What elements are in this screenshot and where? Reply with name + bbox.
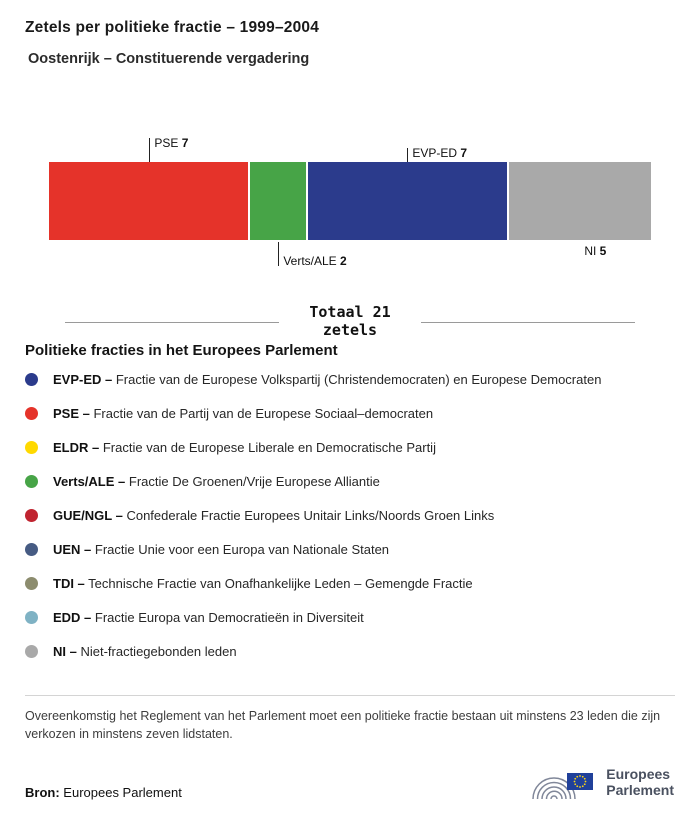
eu-flag-icon <box>567 773 594 790</box>
legend-color-dot-ni <box>25 644 38 658</box>
source-label: Bron: <box>25 785 60 800</box>
bar-segment-ni <box>509 162 652 240</box>
legend-item-label: Verts/ALE – Fractie De Groenen/Vrije Eur… <box>53 473 380 489</box>
footer-divider <box>25 695 675 696</box>
callout-tick-verts-ale <box>278 242 280 266</box>
legend-list: EVP-ED – Fractie van de Europese Volkspa… <box>25 371 601 677</box>
legend-item-uen: UEN – Fractie Unie voor een Europa van N… <box>25 541 601 557</box>
legend-item-label: TDI – Technische Fractie van Onafhankeli… <box>53 575 473 591</box>
legend-item-label: PSE – Fractie van de Partij van de Europ… <box>53 405 434 421</box>
total-divider-left <box>65 322 280 323</box>
legend-color-dot-evp-ed <box>25 372 38 386</box>
legend-item-label: NI – Niet-fractiegebonden leden <box>53 643 237 659</box>
legend-heading: Politieke fracties in het Europees Parle… <box>25 342 338 359</box>
callout-verts-ale: Verts/ALE 2 <box>278 242 347 268</box>
ep-logo: Europees Parlement <box>531 761 674 803</box>
bar-segment-evp-ed <box>308 162 508 240</box>
callout-pse: PSE 7 <box>149 136 188 162</box>
callout-label-evp-ed: EVP-ED 7 <box>412 146 468 160</box>
callout-ni: NI 5 <box>579 242 606 258</box>
total-divider-right <box>420 322 635 323</box>
logo-wordmark-line1: Europees <box>606 766 671 782</box>
total-seats-line2: zetels <box>322 321 378 339</box>
legend-item-tdi: TDI – Technische Fractie van Onafhankeli… <box>25 575 601 591</box>
legend-item-eldr: ELDR – Fractie van de Europese Liberale … <box>25 439 601 455</box>
legend-color-dot-verts-ale <box>25 474 38 488</box>
legend-item-label: UEN – Fractie Unie voor een Europa van N… <box>53 541 390 557</box>
total-seats-row: Totaal 21 zetels <box>65 303 635 339</box>
callout-tick-evp-ed <box>407 148 409 162</box>
footnote: Overeenkomstig het Reglement van het Par… <box>25 709 661 741</box>
legend-color-dot-gue-ngl <box>25 508 38 522</box>
ep-hemicycle-icon <box>532 773 594 800</box>
page-subtitle: Oostenrijk – Constituerende vergadering <box>28 51 310 67</box>
logo-wordmark-line2: Parlement <box>606 782 674 798</box>
callout-evp-ed: EVP-ED 7 <box>407 146 467 162</box>
callout-tick-pse <box>149 138 151 162</box>
legend-item-ni: NI – Niet-fractiegebonden leden <box>25 643 601 659</box>
legend-item-pse: PSE – Fractie van de Partij van de Europ… <box>25 405 601 421</box>
legend-item-gue-ngl: GUE/NGL – Confederale Fractie Europees U… <box>25 507 601 523</box>
legend-item-label: EVP-ED – Fractie van de Europese Volkspa… <box>53 371 602 387</box>
total-seats-line1: Totaal 21 <box>309 303 391 321</box>
source-value: Europees Parlement <box>63 785 182 800</box>
legend-color-dot-pse <box>25 406 38 420</box>
legend-color-dot-eldr <box>25 440 38 454</box>
legend-item-label: ELDR – Fractie van de Europese Liberale … <box>53 439 436 455</box>
legend-item-verts-ale: Verts/ALE – Fractie De Groenen/Vrije Eur… <box>25 473 601 489</box>
page-title: Zetels per politieke fractie – 1999–2004 <box>25 19 320 36</box>
legend-item-label: GUE/NGL – Confederale Fractie Europees U… <box>53 507 495 523</box>
legend-item-label: EDD – Fractie Europa van Democratieën in… <box>53 609 364 625</box>
source-line: Bron: Europees Parlement <box>25 785 182 800</box>
legend-color-dot-edd <box>25 610 38 624</box>
bar-segment-verts-ale <box>249 162 307 240</box>
callout-label-verts-ale: Verts/ALE 2 <box>283 254 347 268</box>
total-seats-label: Totaal 21 zetels <box>309 303 390 339</box>
chart-area: PSE 7 Verts/ALE 2 EVP-ED 7 NI 5 <box>49 122 652 294</box>
legend-item-evp-ed: EVP-ED – Fractie van de Europese Volkspa… <box>25 371 601 387</box>
bar-segment-pse <box>49 162 248 240</box>
callout-label-ni: NI 5 <box>584 244 607 258</box>
stacked-bar <box>49 162 652 240</box>
legend-item-edd: EDD – Fractie Europa van Democratieën in… <box>25 609 601 625</box>
legend-color-dot-uen <box>25 542 38 556</box>
logo-wordmark: Europees Parlement <box>606 766 674 798</box>
legend-color-dot-tdi <box>25 576 38 590</box>
callout-label-pse: PSE 7 <box>154 136 189 150</box>
